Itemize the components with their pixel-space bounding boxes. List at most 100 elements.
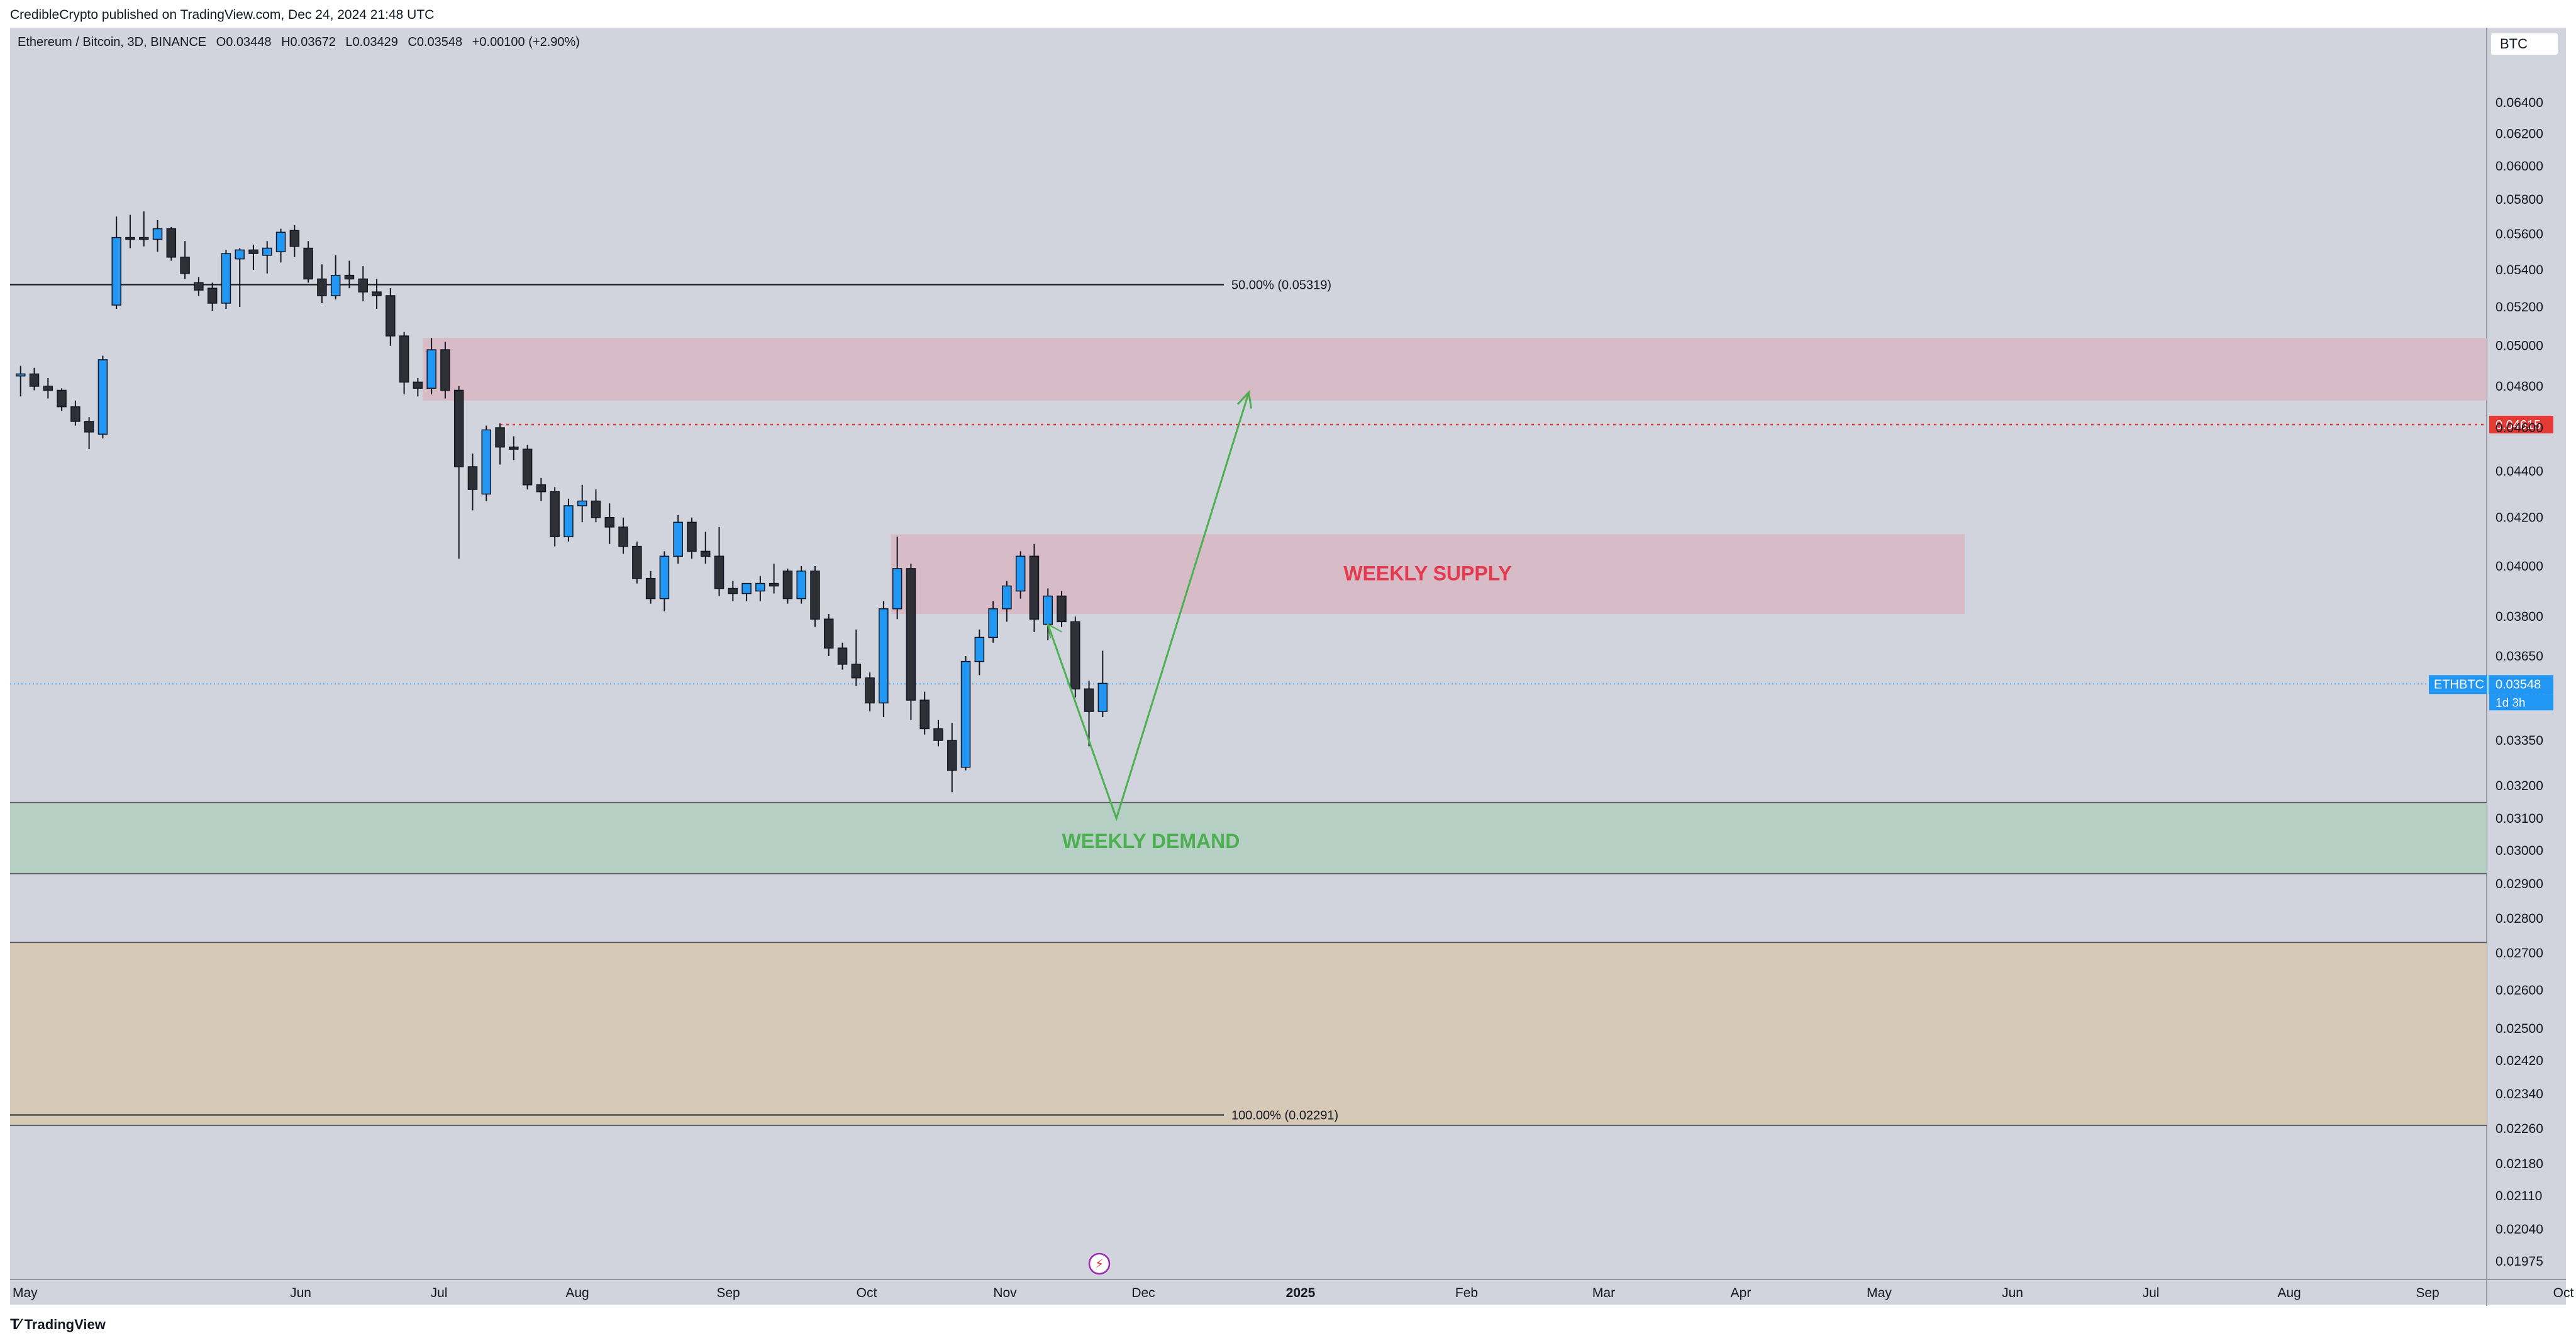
x-tick-label: Jun (2002, 1286, 2023, 1300)
x-tick-label: Jul (2143, 1286, 2160, 1300)
zone-1 (891, 534, 1965, 615)
y-tick-label: 0.02260 (2496, 1122, 2543, 1136)
candle-body (43, 386, 53, 391)
candle-body (1070, 621, 1080, 689)
x-tick-label: May (1867, 1286, 1892, 1300)
candle-body (536, 484, 547, 493)
x-tick-label: Jun (290, 1286, 311, 1300)
candle-body (810, 571, 820, 620)
y-tick-label: 0.05600 (2496, 227, 2543, 242)
candle-body (221, 253, 231, 304)
y-tick-label: 0.01975 (2496, 1254, 2543, 1269)
candle-body (714, 555, 724, 589)
candle-body (1029, 555, 1040, 620)
x-tick-label: Jul (431, 1286, 448, 1300)
candle-body (330, 274, 341, 296)
legend-change: +0.00100 (+2.90%) (472, 35, 580, 49)
candle-body (837, 647, 848, 665)
candle-body (481, 429, 492, 495)
candle-body (152, 228, 163, 240)
candle-body (550, 491, 560, 537)
candle-body (495, 427, 505, 448)
candle-body (974, 637, 985, 662)
x-tick-label: Apr (1731, 1286, 1752, 1300)
candle-body (577, 500, 587, 506)
tradingview-logo[interactable]: T∕ TradingView (10, 1316, 106, 1334)
x-tick-label: Dec (1131, 1286, 1155, 1300)
candle-body (769, 582, 779, 587)
currency-button[interactable]: BTC (2490, 33, 2558, 55)
candle-body (194, 282, 204, 291)
price-axis-background (2487, 28, 2566, 1305)
candle-body (1057, 595, 1067, 623)
candle-body (741, 582, 752, 594)
candle-body (947, 740, 957, 771)
y-tick-label: 0.02800 (2496, 911, 2543, 926)
y-tick-label: 0.05400 (2496, 263, 2543, 277)
y-tick-label: 0.02500 (2496, 1022, 2543, 1036)
projection-arrowhead (1236, 390, 1253, 409)
y-tick-label: 0.06400 (2496, 96, 2543, 110)
candle-body (604, 516, 615, 528)
candle-body (796, 571, 806, 599)
candle-body (467, 466, 478, 490)
candle-body (262, 247, 272, 256)
publish-info: CredibleCrypto published on TradingView.… (10, 8, 435, 22)
candle-body (1015, 555, 1026, 592)
countdown-text: 1d 3h (2496, 696, 2526, 710)
candle-body (358, 278, 368, 293)
y-tick-label: 0.06200 (2496, 127, 2543, 142)
candle-body (645, 577, 656, 599)
projection-path (1046, 392, 1250, 822)
y-tick-label: 0.02900 (2496, 877, 2543, 891)
time-axis[interactable]: May Jun Jul Aug Sep Oct Nov Dec 2025 Feb Mar Apr May… (13, 1286, 2573, 1300)
candle-body (166, 228, 177, 258)
candle-body (919, 699, 930, 730)
candle-body (564, 505, 574, 537)
fib-label-0: 50.00% (0.05319) (1231, 279, 1331, 293)
candles-layer (15, 211, 1108, 793)
candle-body (70, 406, 80, 422)
x-tick-label: Oct (2553, 1286, 2574, 1300)
candle-body (933, 728, 943, 741)
candle-body (399, 335, 409, 383)
candle-body (139, 237, 149, 240)
candle-body (1097, 683, 1108, 712)
candle-body (632, 545, 642, 579)
candle-body (1043, 595, 1053, 625)
y-tick-label: 0.04800 (2496, 379, 2543, 394)
y-tick-label: 0.03650 (2496, 649, 2543, 664)
level-tag-text: 0.04615 (2496, 418, 2541, 432)
price-axis[interactable]: 0.06400 0.06200 0.06000 0.05800 0.05600 0.054… (2429, 96, 2553, 1269)
x-tick-label: Sep (2416, 1286, 2439, 1300)
x-tick-label: Mar (1592, 1286, 1615, 1300)
y-tick-label: 0.02180 (2496, 1157, 2543, 1171)
event-marker-icon[interactable] (1088, 1252, 1111, 1275)
candle-body (57, 389, 67, 408)
zone-3 (10, 942, 2487, 1126)
candle-body (659, 555, 670, 599)
candle-body (687, 521, 697, 552)
candle-body (700, 550, 711, 557)
x-tick-label: Aug (565, 1286, 589, 1300)
y-tick-label: 0.03800 (2496, 610, 2543, 624)
y-tick-label: 0.04400 (2496, 464, 2543, 479)
zone-label-2: WEEKLY DEMAND (1062, 830, 1240, 852)
candle-body (180, 257, 190, 274)
projection-start-arrowhead (1046, 623, 1062, 638)
last-price-tag (2429, 675, 2553, 694)
legend-low: L0.03429 (345, 35, 398, 49)
y-tick-label: 0.03200 (2496, 779, 2543, 793)
y-tick-label: 0.02600 (2496, 983, 2543, 998)
x-tick-label: May (13, 1286, 38, 1300)
last-price-value: 0.03548 (2496, 677, 2541, 691)
candle-body (618, 527, 628, 547)
candle-body (372, 291, 382, 296)
candle-body (824, 618, 834, 649)
candle-body (591, 500, 601, 518)
candle-body (1084, 688, 1094, 712)
x-tick-label: Sep (716, 1286, 740, 1300)
level-tag (2489, 415, 2553, 433)
event-marker-glyph: ⚡ (1095, 1256, 1104, 1271)
